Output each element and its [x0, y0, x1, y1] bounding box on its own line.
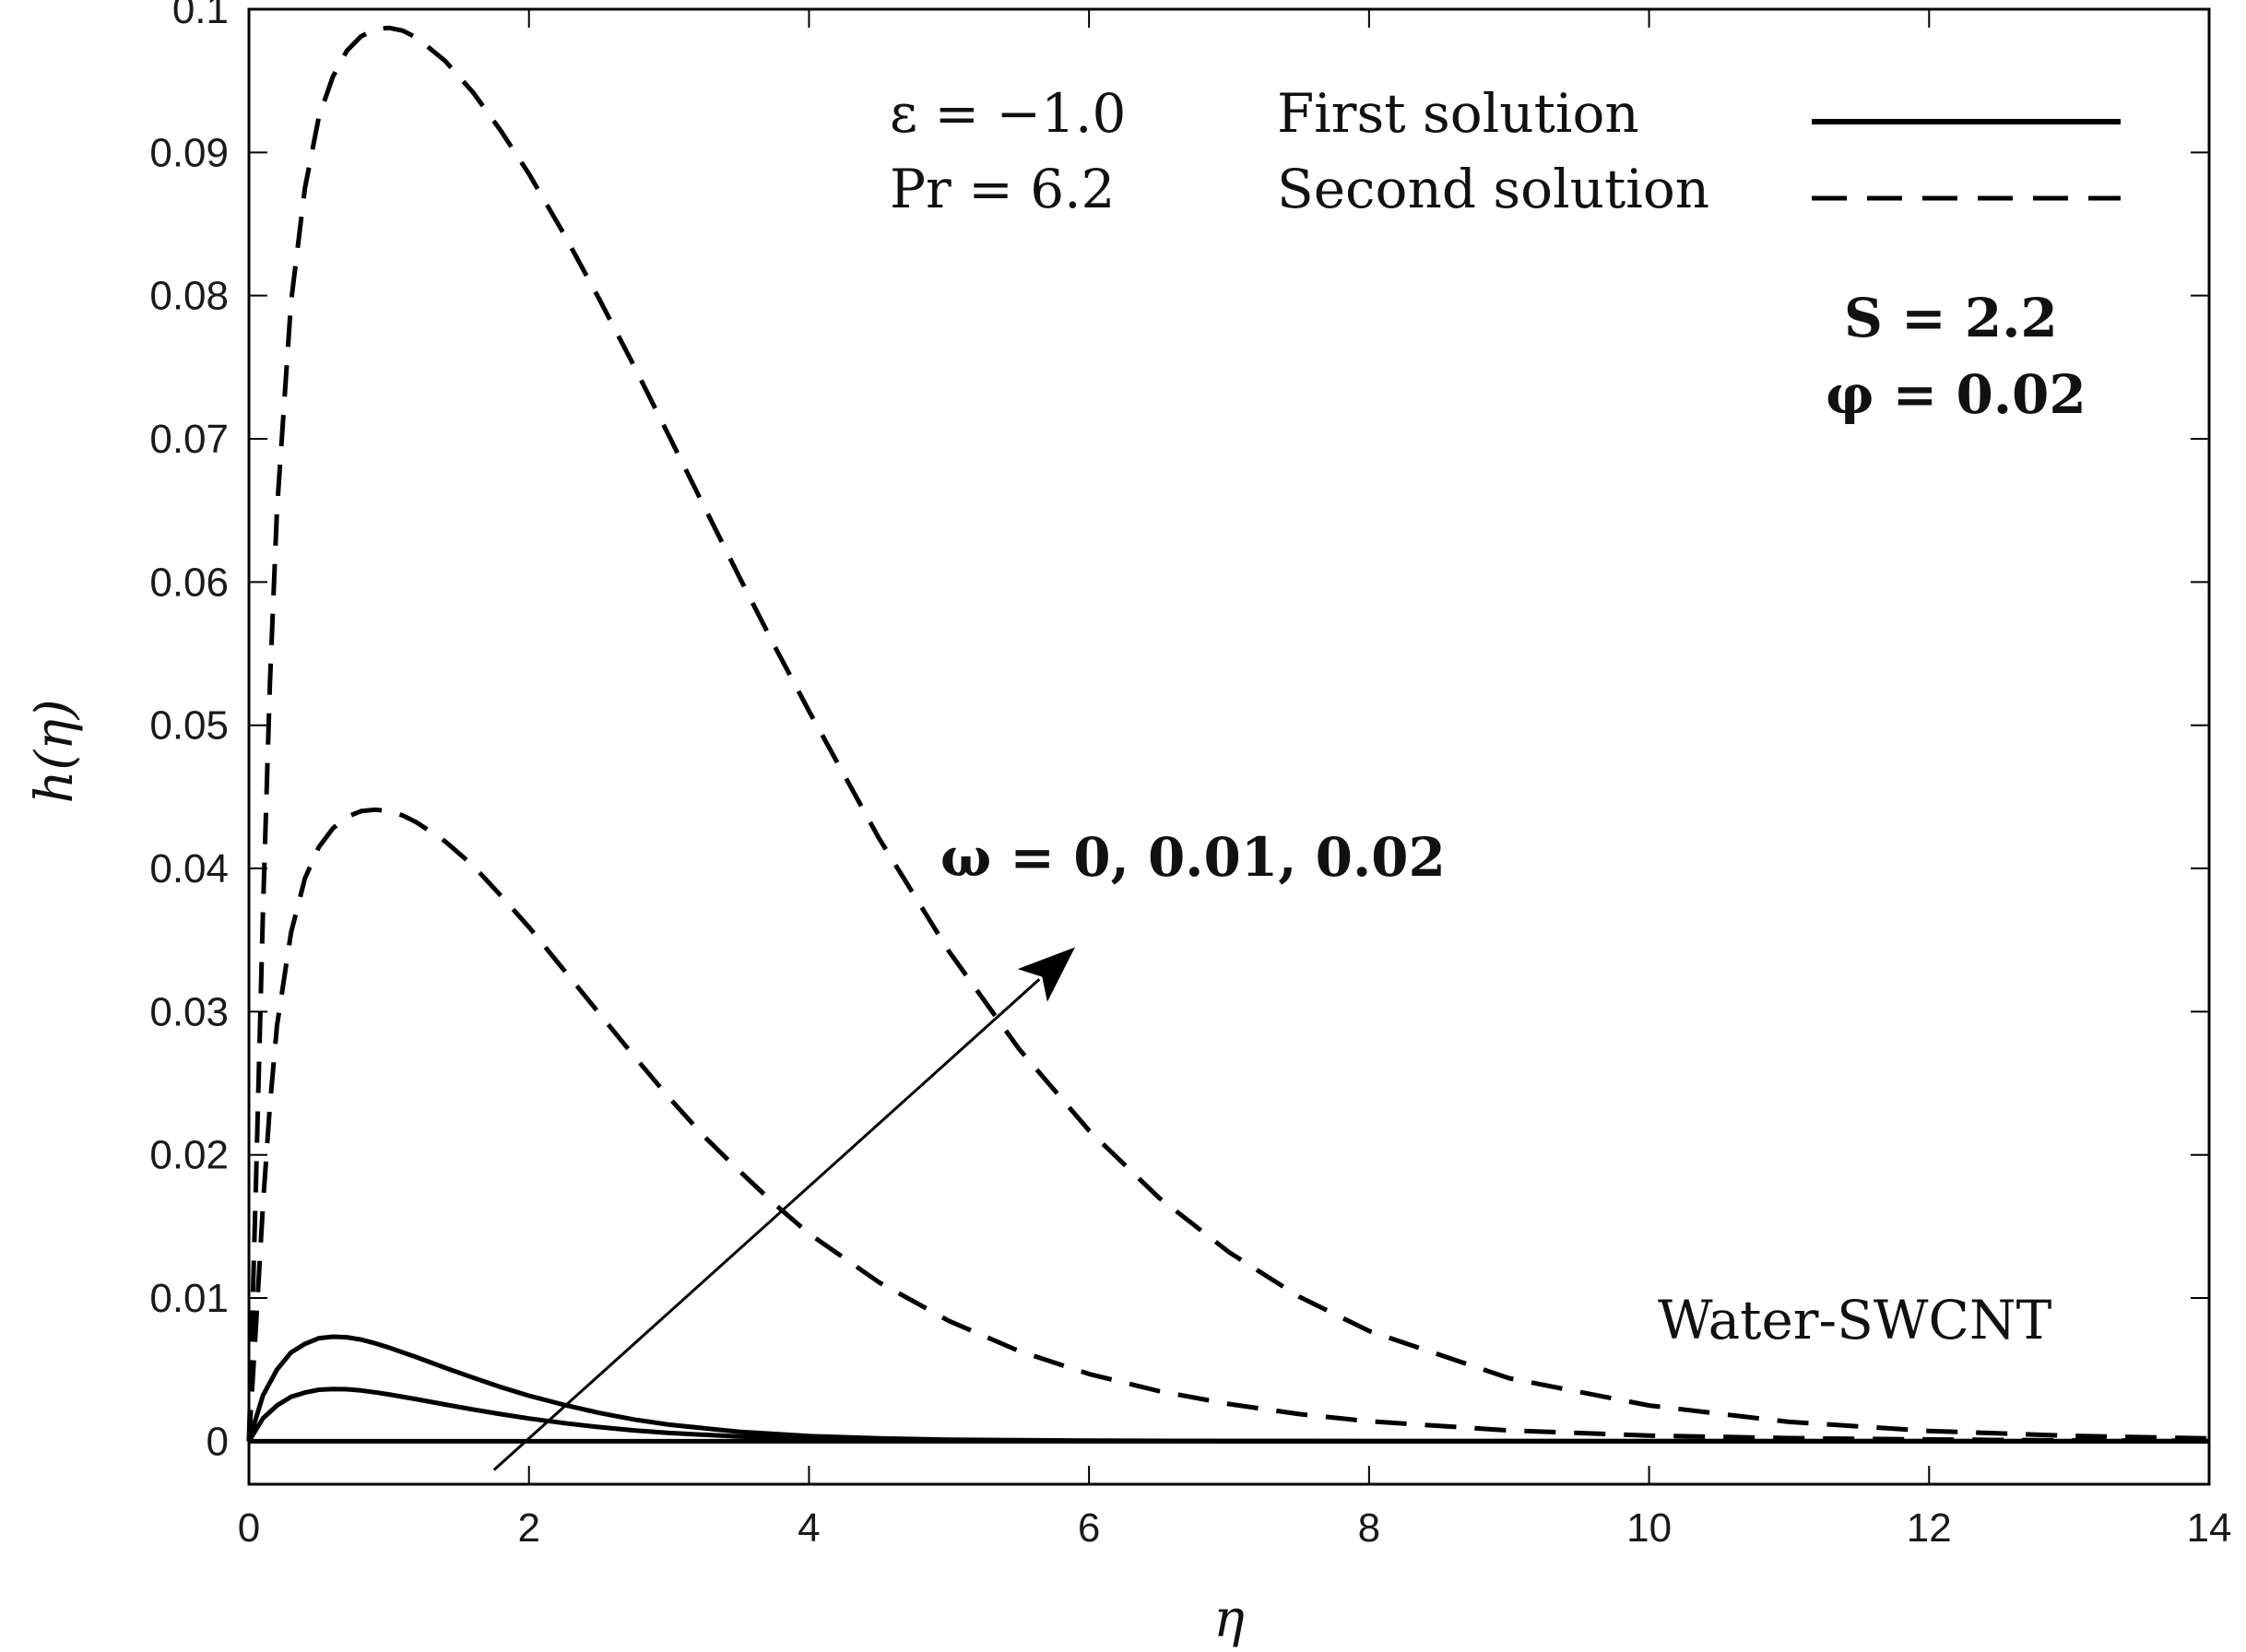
y-tick-label: 0 [207, 1419, 229, 1464]
x-axis-title: η [1213, 1589, 1245, 1649]
ticks-layer [248, 8, 2210, 1484]
y-tick-label: 0.07 [149, 417, 229, 462]
y-tick-label: 0.02 [149, 1133, 229, 1178]
y-tick-label: 0.05 [149, 703, 229, 749]
y-tick-label: 0.06 [149, 560, 229, 605]
phi-param-annotation: φ = 0.02 [1826, 363, 2086, 426]
epsilon-annotation: ε = −1.0 [890, 82, 1126, 145]
x-tick-label: 14 [2187, 1505, 2232, 1551]
x-tick-labels: 0 2 4 6 8 10 12 14 [238, 1505, 2232, 1551]
legend-label-first: First solution [1277, 82, 1639, 145]
series-line-4 [246, 25, 2210, 1442]
omega-arrow [492, 947, 1075, 1471]
legend: First solution Second solution [1277, 82, 2121, 220]
x-tick-label: 6 [1078, 1505, 1100, 1551]
y-tick-labels: 0 0.01 0.02 0.03 0.04 0.05 0.06 0.07 0.08 0.09 0.1 [149, 0, 229, 1464]
y-tick-label: 0.03 [149, 989, 229, 1034]
x-tick-label: 2 [517, 1505, 539, 1551]
legend-label-second: Second solution [1277, 158, 1709, 220]
plot-area [247, 7, 2211, 1486]
prandtl-annotation: Pr = 6.2 [890, 158, 1115, 220]
y-tick-label: 0.1 [172, 0, 229, 32]
omega-annotation: ω = 0, 0.01, 0.02 [940, 826, 1446, 889]
x-tick-label: 4 [798, 1505, 820, 1551]
series-line-2 [246, 1334, 2209, 1444]
arrow-shaft [492, 978, 1041, 1471]
curves-layer [246, 25, 2210, 1444]
y-axis-title: h(η) [25, 699, 85, 803]
x-tick-label: 12 [1907, 1505, 1952, 1551]
y-tick-label: 0.08 [149, 274, 229, 319]
x-tick-label: 0 [238, 1505, 260, 1551]
fluid-annotation: Water-SWCNT [1658, 1289, 2052, 1351]
x-tick-label: 10 [1626, 1505, 1672, 1551]
y-tick-label: 0.04 [149, 846, 229, 891]
y-tick-label: 0.01 [149, 1276, 229, 1321]
s-param-annotation: S = 2.2 [1844, 287, 2058, 349]
arrow-head [1017, 947, 1075, 1002]
x-tick-label: 8 [1358, 1505, 1380, 1551]
y-tick-label: 0.09 [149, 130, 229, 175]
